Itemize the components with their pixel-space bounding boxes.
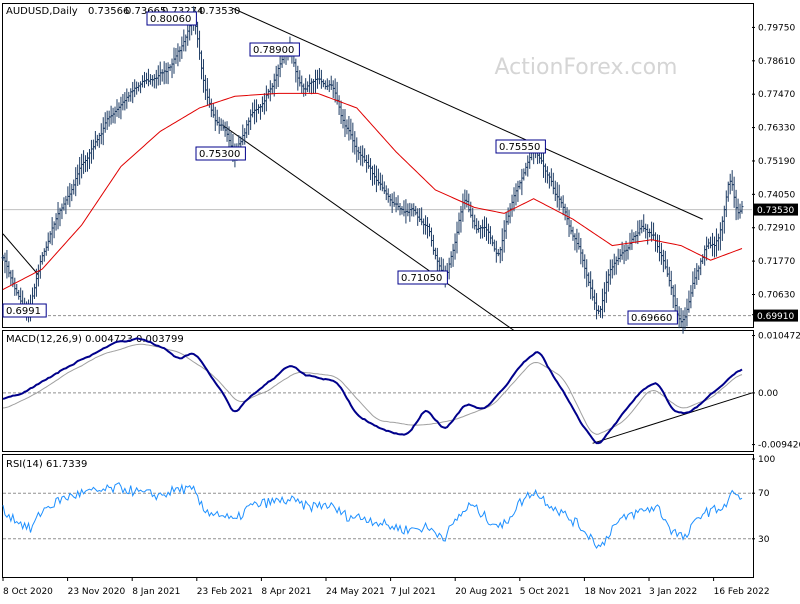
x-tick-label: 8 Apr 2021 bbox=[261, 587, 311, 597]
x-tick-label: 23 Nov 2020 bbox=[68, 587, 126, 597]
upper-trendline bbox=[232, 7, 703, 220]
x-tick-label: 3 Jan 2022 bbox=[649, 587, 697, 597]
rsi-tick-label: 30 bbox=[758, 535, 770, 545]
x-tick-label: 7 Jul 2021 bbox=[391, 587, 436, 597]
current-price-box-bg bbox=[754, 203, 798, 216]
annotation-box bbox=[397, 270, 448, 285]
price-panel-frame bbox=[2, 3, 754, 328]
macd-line bbox=[2, 337, 743, 445]
annotation-0-75550: 0.75550 bbox=[495, 139, 546, 154]
annotation-box bbox=[249, 42, 300, 57]
rsi-label: RSI(14) 61.7339 bbox=[6, 459, 87, 470]
macd-tick-label: 0.010472 bbox=[758, 332, 800, 342]
price-tick-label: 0.74050 bbox=[758, 190, 795, 200]
rsi-tick-label: 100 bbox=[758, 455, 775, 465]
price-tick-label: 0.75190 bbox=[758, 157, 795, 167]
left-trendline bbox=[2, 233, 39, 276]
lower-trendline bbox=[222, 125, 515, 331]
annotation-0-69660: 0.69660 bbox=[627, 310, 678, 325]
macd-panel-frame bbox=[2, 330, 754, 452]
annotation-0-78900: 0.78900 bbox=[249, 42, 300, 57]
x-tick-label: 18 Nov 2021 bbox=[584, 587, 642, 597]
price-tick-label: 0.70630 bbox=[758, 290, 795, 300]
support-price-box: 0.69910 bbox=[754, 309, 798, 322]
price-tick-label: 0.71770 bbox=[758, 257, 795, 267]
annotation-box bbox=[146, 11, 197, 26]
current-price-box-text: 0.73530 bbox=[757, 206, 794, 216]
moving-average-line bbox=[2, 92, 743, 290]
price-bar bbox=[740, 201, 744, 214]
rsi-line bbox=[2, 482, 743, 550]
symbol-label: AUDUSD,Daily bbox=[6, 6, 78, 17]
annotation-label: 0.69660 bbox=[631, 313, 672, 324]
annotation-0-6991: 0.6991 bbox=[2, 303, 47, 318]
annotation-box bbox=[495, 139, 546, 154]
price-tick-label: 0.79750 bbox=[758, 23, 795, 33]
macd-tick-label: -0.009426 bbox=[758, 441, 800, 451]
ohlc-open: 0.73566 bbox=[88, 6, 129, 17]
rsi-tick-label: 70 bbox=[758, 489, 770, 499]
x-tick-label: 8 Oct 2020 bbox=[3, 587, 53, 597]
x-tick-label: 23 Feb 2021 bbox=[197, 587, 253, 597]
annotation-label: 0.80060 bbox=[150, 14, 191, 25]
macd-trendline bbox=[592, 392, 753, 444]
watermark: ActionForex.com bbox=[495, 55, 678, 80]
x-tick-label: 16 Feb 2022 bbox=[714, 587, 770, 597]
x-tick-label: 24 May 2021 bbox=[326, 587, 385, 597]
ohlc-high: 0.73665 bbox=[125, 6, 166, 17]
price-tick-label: 0.72910 bbox=[758, 224, 795, 234]
price-tick-label: 0.76330 bbox=[758, 124, 795, 134]
x-tick-label: 5 Oct 2021 bbox=[520, 587, 570, 597]
macd-signal-line bbox=[2, 343, 743, 435]
annotation-label: 0.6991 bbox=[6, 306, 41, 317]
current-price-box: 0.73530 bbox=[754, 203, 798, 216]
ohlc-close: 0.73530 bbox=[199, 6, 240, 17]
annotation-0-80060: 0.80060 bbox=[146, 11, 197, 26]
annotation-label: 0.71050 bbox=[401, 273, 442, 284]
support-price-box-text: 0.69910 bbox=[757, 312, 794, 322]
annotation-label: 0.75550 bbox=[499, 142, 540, 153]
annotation-label: 0.75300 bbox=[199, 149, 240, 160]
price-tick-label: 0.78610 bbox=[758, 57, 795, 67]
support-price-box-bg bbox=[754, 309, 798, 322]
annotation-box bbox=[2, 303, 47, 318]
x-tick-label: 8 Jan 2021 bbox=[132, 587, 180, 597]
annotation-label: 0.78900 bbox=[253, 45, 294, 56]
annotation-0-75300: 0.75300 bbox=[195, 146, 246, 161]
macd-label: MACD(12,26,9) 0.004723 0.003799 bbox=[6, 334, 184, 345]
price-tick-label: 0.77470 bbox=[758, 90, 795, 100]
annotation-0-71050: 0.71050 bbox=[397, 270, 448, 285]
annotation-box bbox=[627, 310, 678, 325]
rsi-panel-frame bbox=[2, 454, 754, 578]
macd-tick-label: 0.00 bbox=[758, 389, 778, 399]
x-tick-label: 20 Aug 2021 bbox=[455, 587, 513, 597]
annotation-box bbox=[195, 146, 246, 161]
